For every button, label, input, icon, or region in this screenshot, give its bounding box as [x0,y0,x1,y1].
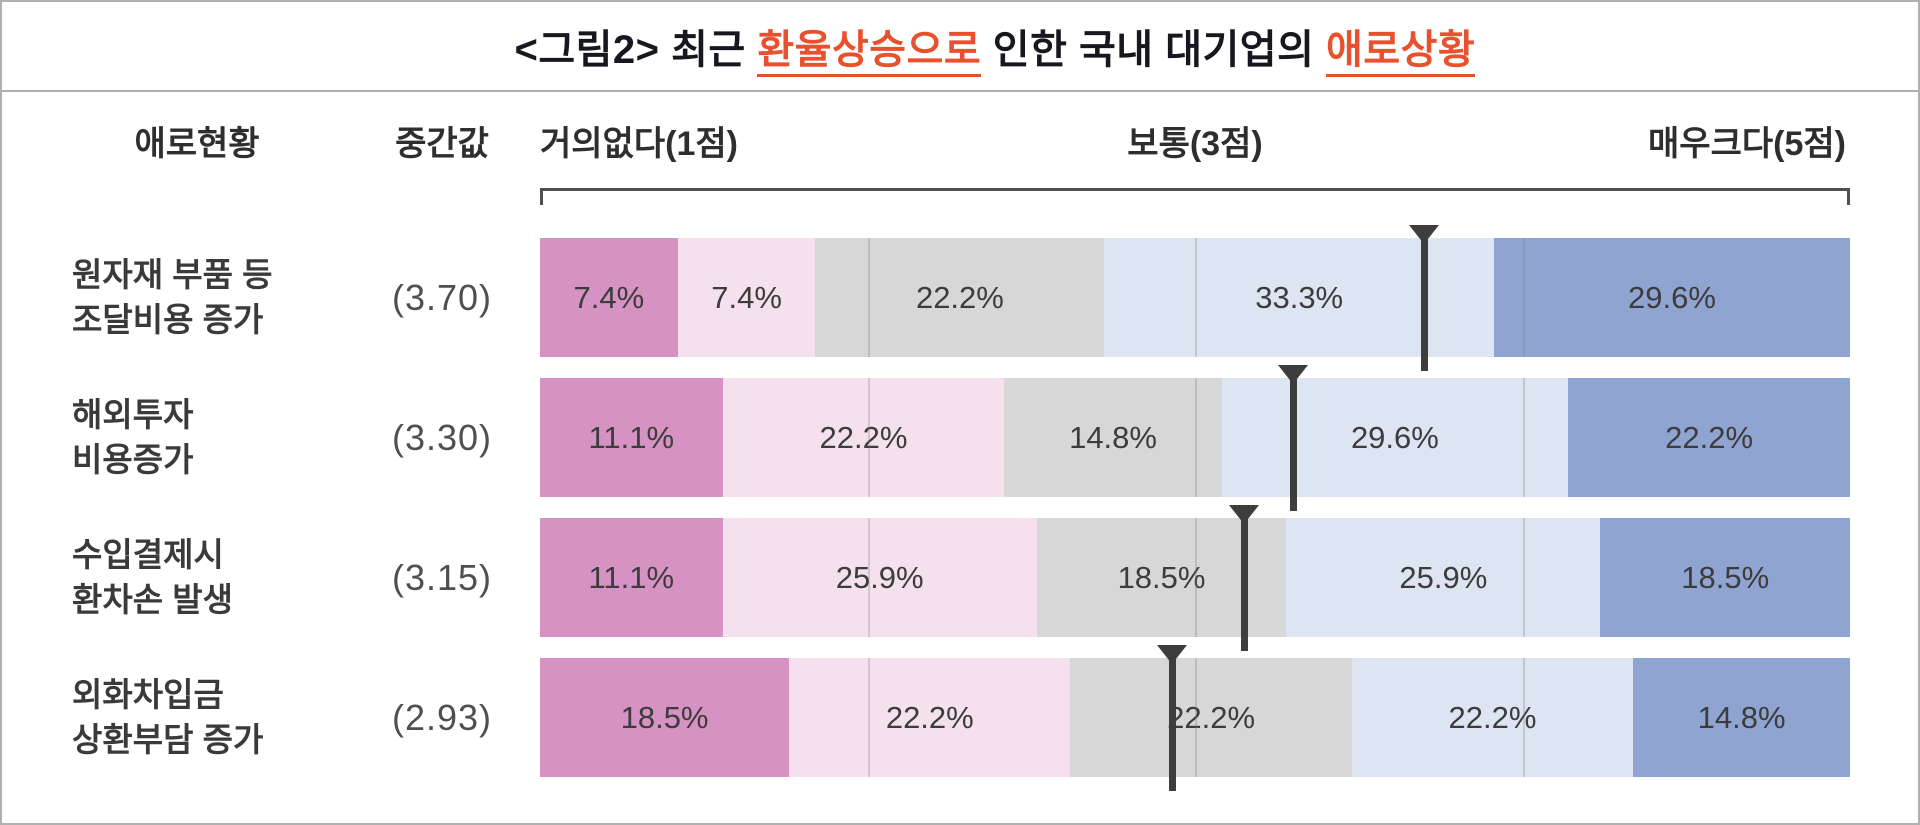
scale-gridline [867,378,870,497]
bar-segment: 7.4% [540,238,678,357]
median-marker-triangle [1409,225,1440,244]
row-label: 원자재 부품 등 조달비용 증가 [72,255,273,338]
scale-gridline [1195,658,1197,777]
chart-row: 수입결제시 환차손 발생 (3.15) 11.1% 25.9% 18.5% 25.9% 18.… [2,505,1918,651]
row-label: 외화차입금 상환부담 증가 [72,675,264,758]
bar-segment: 22.2% [789,658,1071,777]
title-middle: 인한 국내 대기업의 [981,28,1327,72]
row-median-value: (3.70) [391,276,493,318]
row-label: 수입결제시 환차손 발생 [72,535,233,618]
bar-segment: 25.9% [722,518,1037,637]
median-marker [1157,645,1188,791]
scale-axis-bracket [540,188,1850,205]
figure-title: <그림2> 최근 환율상승으로 인한 국내 대기업의 애로상황 [445,2,1476,120]
median-marker-triangle [1278,365,1309,384]
scale-gridline [867,238,870,357]
scale-gridline [1522,658,1525,777]
scale-label-high: 매우크다(5점) [1648,124,1846,163]
bar-segment: 14.8% [1633,658,1850,777]
bar-segment: 25.9% [1286,518,1601,637]
scale-gridline [1522,238,1525,357]
bar-segment: 22.2% [1351,658,1634,777]
bar-segment: 22.2% [722,378,1005,497]
column-header-median: 중간값 [395,124,489,163]
bar-segment: 14.8% [1004,378,1222,497]
row-median-value: (3.15) [391,556,493,598]
median-marker-stem [1168,659,1176,791]
median-marker [1229,505,1260,651]
title-accent-2: 애로상황 [1326,28,1476,77]
bar-segment: 29.6% [1493,238,1850,357]
row-label: 해외투자 비용증가 [72,395,194,478]
scale-gridline [867,518,870,637]
chart-row: 해외투자 비용증가 (3.30) 11.1% 22.2% 14.8% 29.6% 22.2% [2,365,1918,511]
scale-gridline [1522,378,1525,497]
chart-rows: 원자재 부품 등 조달비용 증가 (3.70) 7.4% 7.4% 22.2% 33.3% 2… [2,225,1918,798]
scale-gridline [1195,378,1197,497]
stacked-bar: 11.1% 25.9% 18.5% 25.9% 18.5% [540,505,1850,651]
bar-segment: 22.2% [1568,378,1850,497]
chart-row: 외화차입금 상환부담 증가 (2.93) 18.5% 22.2% 22.2% 22.2% 14… [2,645,1918,791]
median-marker-stem [1240,519,1248,651]
scale-gridline [1195,518,1197,637]
column-header-ailment: 애로현황 [134,124,260,163]
scale-gridline [867,658,870,777]
bar-segment: 22.2% [815,238,1105,357]
scale-label-mid: 보통(3점) [1127,124,1263,163]
bar-segment: 18.5% [1600,518,1850,637]
bar-segment: 22.2% [1070,658,1352,777]
stacked-bar: 18.5% 22.2% 22.2% 22.2% 14.8% [540,645,1850,791]
median-marker-triangle [1229,505,1260,524]
stacked-bar: 7.4% 7.4% 22.2% 33.3% 29.6% [540,225,1850,371]
median-marker [1409,225,1440,371]
bar-segment: 29.6% [1221,378,1569,497]
row-median-value: (3.30) [391,416,493,458]
bar-segment: 7.4% [677,238,816,357]
bar-segment: 11.1% [540,518,723,637]
median-marker-stem [1420,239,1428,371]
scale-gridline [1522,518,1525,637]
median-marker [1278,365,1309,511]
bar-segment: 11.1% [540,378,723,497]
bar-segment: 18.5% [540,658,790,777]
title-prefix: <그림2> 최근 [514,28,758,72]
row-median-value: (2.93) [391,696,493,738]
bar-segment: 33.3% [1104,238,1494,357]
chart-row: 원자재 부품 등 조달비용 증가 (3.70) 7.4% 7.4% 22.2% 33.3% 2… [2,225,1918,371]
figure-title-bar: <그림2> 최근 환율상승으로 인한 국내 대기업의 애로상황 [2,2,1918,92]
title-accent-1: 환율상승으로 [757,28,982,77]
median-marker-stem [1289,379,1297,511]
median-marker-triangle [1157,645,1188,664]
scale-gridline [1195,238,1197,357]
scale-label-low: 거의없다(1점) [540,124,738,163]
stacked-bar: 11.1% 22.2% 14.8% 29.6% 22.2% [540,365,1850,511]
